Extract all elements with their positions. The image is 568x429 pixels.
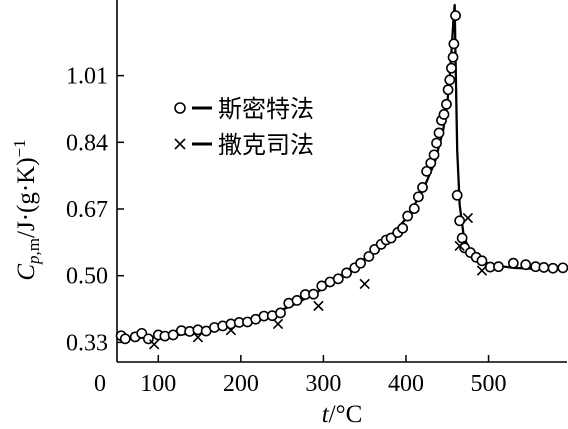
- data-point-cross: [225, 325, 237, 336]
- x-tick-label: 500: [471, 371, 507, 397]
- data-point-circle: [450, 10, 461, 21]
- data-point-circle: [428, 149, 440, 161]
- y-axis-label-text: Cp,m/J·(g·K)−1: [10, 139, 43, 280]
- data-point-circle: [447, 51, 459, 63]
- data-point-circle: [438, 109, 450, 120]
- data-point-circle: [451, 189, 463, 201]
- data-point-circle: [412, 191, 424, 203]
- x-tick-label: 300: [305, 371, 341, 397]
- cross-stroke: [272, 318, 284, 330]
- legend-item: 撒克司法: [174, 131, 314, 159]
- data-point-cross: [359, 278, 370, 290]
- data-point-cross: [272, 318, 284, 330]
- data-point-circle: [119, 333, 131, 345]
- x-origin-label: 0: [94, 371, 106, 397]
- data-point-circle: [355, 257, 366, 269]
- legend-item: 斯密特法: [174, 95, 314, 123]
- legend-label: 撒克司法: [218, 131, 314, 159]
- y-tick-label: 1.01: [66, 64, 108, 90]
- points-layer: [115, 10, 568, 350]
- data-point-cross: [462, 212, 474, 224]
- cross-stroke: [148, 339, 160, 350]
- data-point-cross: [313, 300, 324, 312]
- data-point-circle: [507, 257, 519, 269]
- cross-stroke: [454, 240, 465, 252]
- data-point-circle: [431, 137, 442, 149]
- data-point-circle: [493, 261, 504, 273]
- data-point-cross: [192, 332, 204, 343]
- legend-circle-marker: [174, 102, 186, 114]
- data-point-circle: [308, 288, 319, 300]
- axes: [116, 0, 567, 363]
- x-axis-label: t/°C: [322, 401, 363, 428]
- data-point-circle: [476, 255, 488, 267]
- cross-stroke: [313, 300, 324, 312]
- data-point-cross: [148, 339, 160, 350]
- cross-stroke: [476, 265, 488, 276]
- x-axis-label-text: t/°C: [322, 401, 363, 428]
- data-point-circle: [547, 262, 559, 274]
- data-point-circle: [448, 38, 460, 50]
- data-point-circle: [433, 127, 445, 139]
- y-tick-label: 0.84: [66, 130, 108, 156]
- data-point-cross: [476, 265, 488, 276]
- legend-cross-stroke: [174, 138, 186, 150]
- data-point-circle: [441, 98, 452, 110]
- data-point-circle: [454, 215, 466, 227]
- data-point-cross: [454, 240, 465, 252]
- cross-stroke: [359, 278, 370, 290]
- data-point-circle: [557, 262, 568, 274]
- ticks: 100 200 300 400 500 0.33 0.50 0.67 0.84 1.01: [66, 64, 507, 397]
- legend-label: 斯密特法: [218, 95, 314, 123]
- data-point-circle: [363, 251, 375, 262]
- data-point-circle: [397, 222, 409, 234]
- data-point-circle: [442, 84, 454, 96]
- data-point-circle: [408, 203, 420, 215]
- data-point-circle: [417, 182, 428, 193]
- data-point-circle: [341, 267, 352, 279]
- data-point-circle: [446, 62, 457, 74]
- x-tick-label: 400: [388, 371, 424, 397]
- x-tick-label: 100: [140, 371, 176, 397]
- fit-curve: [116, 3, 568, 341]
- y-tick-label: 0.50: [66, 264, 108, 290]
- data-point-circle: [275, 307, 286, 319]
- data-point-circle: [291, 295, 303, 306]
- cross-stroke: [225, 325, 237, 336]
- data-point-circle: [520, 259, 532, 271]
- cross-stroke: [192, 332, 204, 343]
- y-tick-label: 0.33: [66, 330, 108, 356]
- data-point-circle: [456, 232, 468, 244]
- data-point-circle: [332, 273, 344, 285]
- data-point-circle: [402, 210, 414, 222]
- y-tick-label: 0.67: [66, 197, 108, 223]
- data-point-circle: [421, 165, 433, 177]
- y-axis-label: Cp,m/J·(g·K)−1: [10, 139, 43, 280]
- data-point-circle: [444, 74, 456, 86]
- cross-stroke: [462, 212, 474, 224]
- x-tick-label: 200: [223, 371, 259, 397]
- data-point-circle: [538, 262, 550, 273]
- fit-curve-layer: [116, 3, 568, 341]
- data-point-circle: [167, 329, 179, 341]
